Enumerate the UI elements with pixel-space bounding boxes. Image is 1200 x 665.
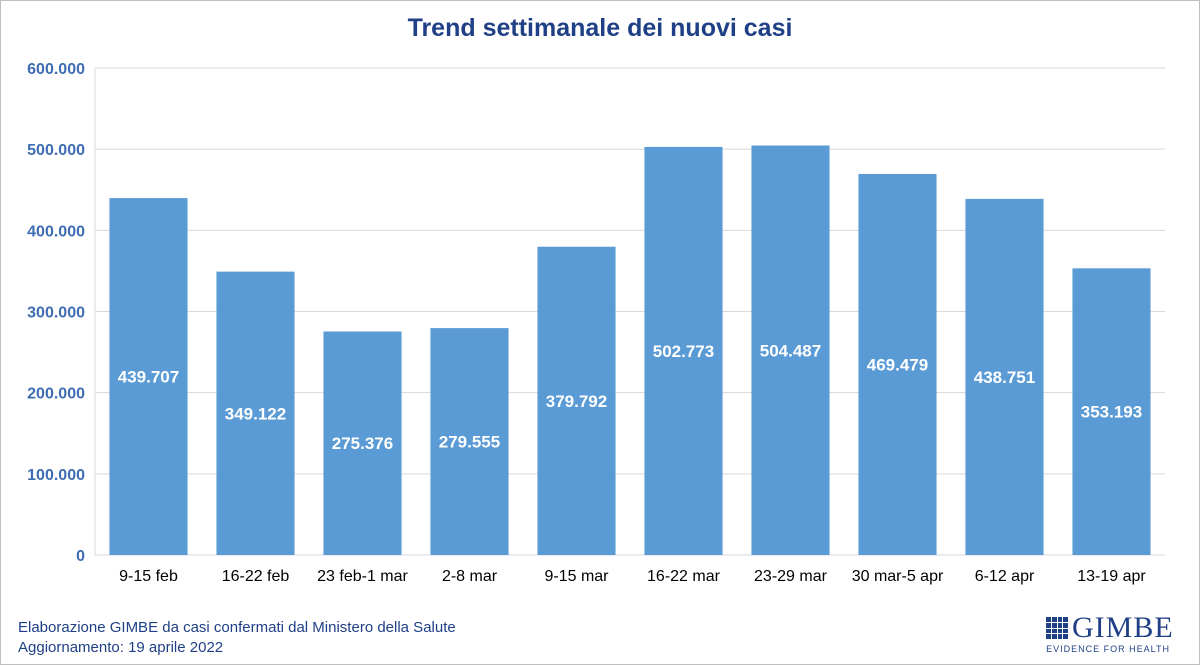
data-label: 469.479 bbox=[867, 355, 928, 374]
x-tick-label: 6-12 apr bbox=[975, 568, 1035, 585]
x-tick-label: 16-22 feb bbox=[222, 568, 290, 585]
bar bbox=[430, 328, 509, 555]
y-tick-label: 400.000 bbox=[27, 223, 85, 240]
gimbe-logo: GIMBE EVIDENCE FOR HEALTH bbox=[1046, 612, 1173, 656]
bar bbox=[537, 246, 616, 556]
x-tick-label: 23-29 mar bbox=[754, 568, 828, 585]
bars bbox=[109, 145, 1151, 556]
bar bbox=[858, 173, 937, 555]
x-tick-label: 16-22 mar bbox=[647, 568, 721, 585]
update-line: Aggiornamento: 19 aprile 2022 bbox=[18, 639, 224, 656]
bar-chart: 0 100.000 200.000 300.000 400.000 500.000 600.… bbox=[27, 61, 1165, 585]
data-label: 502.773 bbox=[653, 342, 714, 361]
logo-tagline: EVIDENCE FOR HEALTH bbox=[1046, 644, 1170, 654]
x-axis-tick-labels: 9-15 feb 16-22 feb 23 feb-1 mar 2-8 mar 9-15… bbox=[119, 568, 1146, 585]
bar bbox=[644, 146, 723, 556]
x-tick-label: 9-15 mar bbox=[544, 568, 609, 585]
data-label: 439.707 bbox=[118, 368, 179, 387]
source-note: Elaborazione GIMBE da casi confermati da… bbox=[18, 618, 456, 658]
x-tick-label: 2-8 mar bbox=[442, 568, 498, 585]
data-label: 504.487 bbox=[760, 341, 821, 360]
data-label: 438.751 bbox=[974, 368, 1035, 387]
y-tick-label: 600.000 bbox=[27, 61, 85, 78]
data-labels: 439.707 349.122 275.376 279.555 379.792 502.7… bbox=[118, 341, 1142, 453]
bar bbox=[323, 331, 402, 555]
source-line: Elaborazione GIMBE da casi confermati da… bbox=[18, 619, 456, 636]
logo-word: GIMBE bbox=[1072, 611, 1174, 644]
data-label: 279.555 bbox=[439, 433, 500, 452]
data-label: 379.792 bbox=[546, 392, 607, 411]
y-tick-label: 500.000 bbox=[27, 142, 85, 159]
bar bbox=[109, 198, 188, 555]
x-tick-label: 23 feb-1 mar bbox=[317, 568, 408, 585]
y-tick-label: 0 bbox=[76, 548, 85, 565]
x-tick-label: 13-19 apr bbox=[1077, 568, 1146, 585]
y-tick-label: 200.000 bbox=[27, 386, 85, 403]
chart-title: Trend settimanale dei nuovi casi bbox=[407, 14, 793, 42]
bar bbox=[751, 145, 830, 555]
x-tick-label: 9-15 feb bbox=[119, 568, 178, 585]
data-label: 349.122 bbox=[225, 404, 286, 423]
y-axis-tick-labels: 0 100.000 200.000 300.000 400.000 500.000 600.… bbox=[27, 61, 85, 565]
data-label: 275.376 bbox=[332, 434, 393, 453]
y-tick-label: 300.000 bbox=[27, 305, 85, 322]
logo-grid-icon bbox=[1046, 617, 1068, 639]
y-tick-label: 100.000 bbox=[27, 467, 85, 484]
bar bbox=[1072, 268, 1151, 555]
data-label: 353.193 bbox=[1081, 403, 1142, 422]
bar bbox=[965, 198, 1044, 555]
bar bbox=[216, 271, 295, 555]
x-tick-label: 30 mar-5 apr bbox=[852, 568, 944, 585]
